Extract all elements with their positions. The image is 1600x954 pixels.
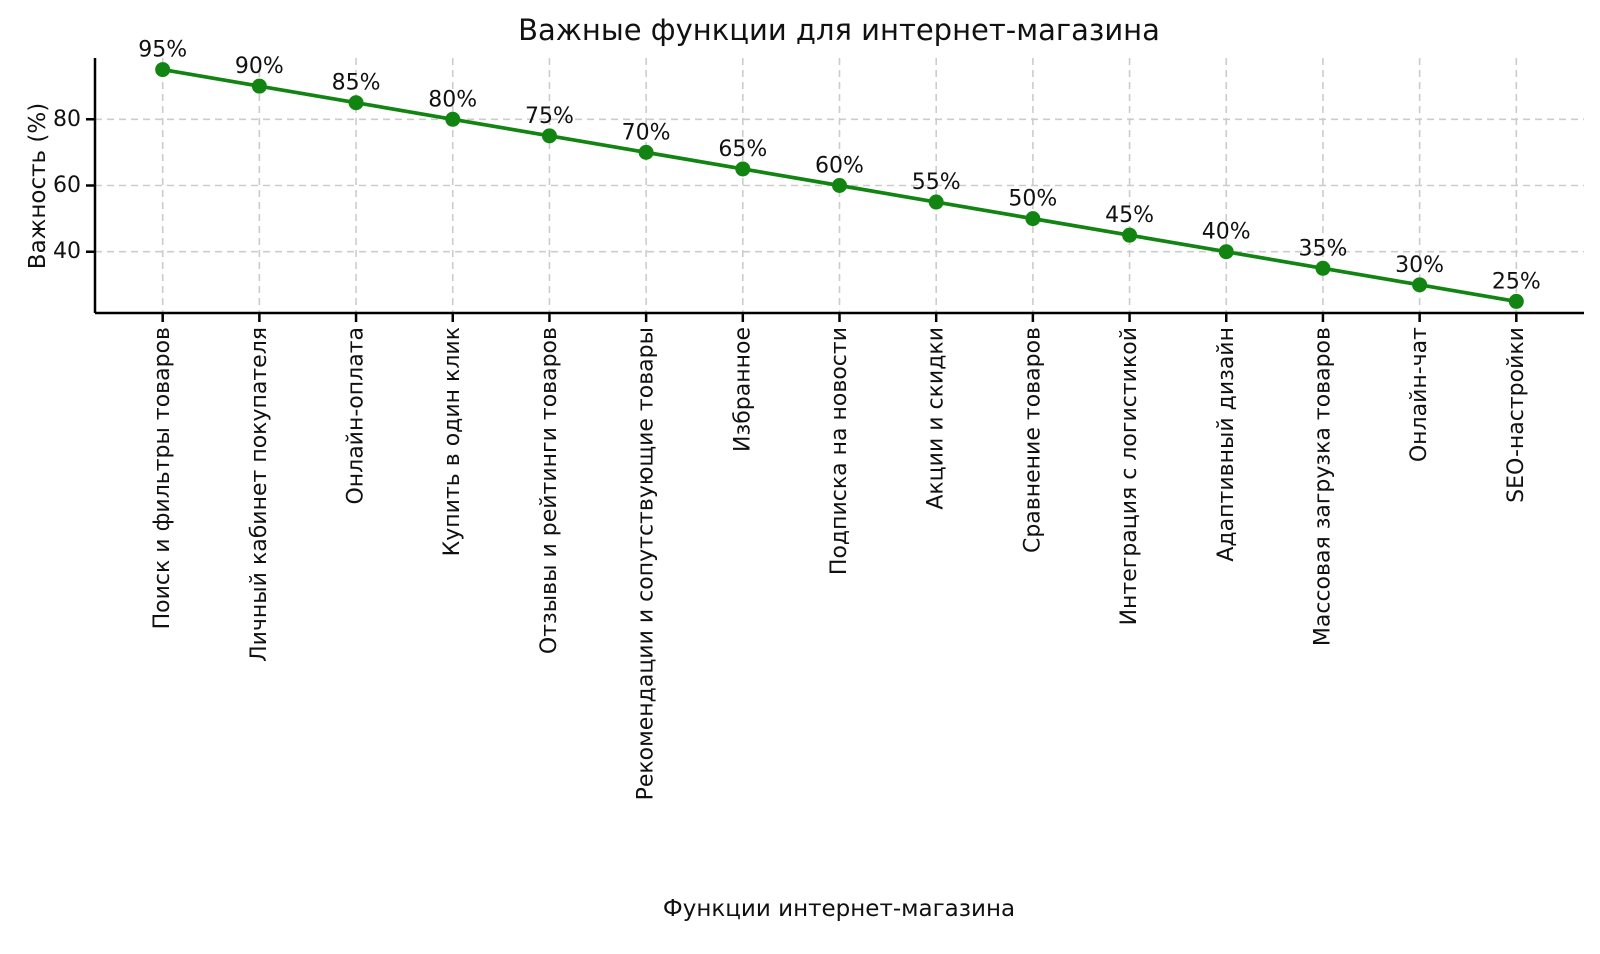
x-tick-label: Купить в один клик: [440, 327, 465, 556]
data-point: [155, 62, 171, 78]
data-point: [1122, 227, 1138, 243]
y-tick-label: 60: [53, 173, 81, 198]
data-point-label: 85%: [332, 71, 381, 96]
data-point: [638, 144, 654, 160]
data-point-label: 25%: [1492, 269, 1541, 294]
data-point-label: 70%: [622, 120, 671, 145]
data-point: [1412, 277, 1428, 293]
data-point-label: 90%: [235, 54, 284, 79]
data-point: [1508, 293, 1524, 309]
x-tick-label: Личный кабинет покупателя: [247, 327, 272, 662]
data-point-label: 50%: [1008, 187, 1057, 212]
chart-title: Важные функции для интернет-магазина: [518, 13, 1160, 47]
x-tick-label: Интеграция с логистикой: [1117, 327, 1142, 625]
data-point: [928, 194, 944, 210]
data-point-label: 65%: [718, 137, 767, 162]
x-tick-label: Адаптивный дизайн: [1214, 327, 1239, 562]
data-point-label: 95%: [138, 38, 187, 63]
data-point: [1025, 211, 1041, 227]
x-tick-label: Рекомендации и сопутствующие товары: [634, 327, 659, 800]
x-tick-label: Избранное: [730, 327, 755, 452]
data-point: [445, 111, 461, 127]
data-point-label: 35%: [1298, 236, 1347, 261]
data-point: [348, 95, 364, 111]
data-point-label: 75%: [525, 104, 574, 129]
axes: [86, 58, 1584, 322]
x-tick-label: SEO-настройки: [1504, 327, 1529, 503]
data-point-label: 40%: [1202, 220, 1251, 245]
y-axis-label: Важность (%): [25, 103, 51, 269]
data-point: [832, 178, 847, 193]
tick-labels: 40 60 80 Поиск и фильтры товаров Личный каби…: [53, 107, 1529, 801]
data-point-label: 30%: [1395, 253, 1444, 278]
x-tick-label: Отзывы и рейтинги товаров: [537, 327, 562, 654]
data-point: [735, 161, 751, 177]
x-tick-label: Поиск и фильтры товаров: [150, 327, 175, 629]
x-tick-label: Онлайн-оплата: [344, 327, 369, 505]
data-point-label: 60%: [815, 154, 864, 179]
x-tick-label: Сравнение товаров: [1020, 327, 1045, 553]
y-tick-label: 40: [53, 239, 81, 264]
x-tick-label: Массовая загрузка товаров: [1310, 327, 1335, 646]
data-point: [251, 78, 267, 94]
data-point: [541, 128, 557, 144]
x-axis-label: Функции интернет-магазина: [663, 896, 1015, 922]
data-point: [1218, 244, 1234, 260]
data-point-label: 45%: [1105, 203, 1154, 228]
y-tick-label: 80: [53, 107, 81, 132]
data-labels: 95% 90% 85% 80% 75% 70% 65% 60% 55% 50% 45% 40% 35% 3…: [138, 38, 1541, 295]
x-tick-label: Подписка на новости: [827, 327, 852, 575]
x-tick-label: Акции и скидки: [924, 327, 949, 510]
line-series: [155, 62, 1524, 309]
x-tick-label: Онлайн-чат: [1407, 327, 1432, 462]
data-point-label: 55%: [912, 170, 961, 195]
data-point-label: 80%: [428, 87, 477, 112]
data-point: [1315, 260, 1331, 276]
